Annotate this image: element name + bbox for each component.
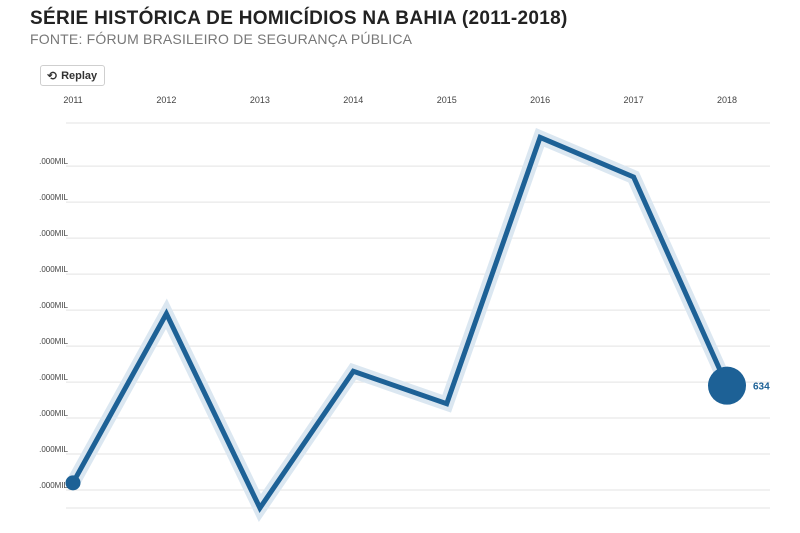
x-tick-label: 2013 — [250, 95, 270, 105]
replay-button[interactable]: ⟲ Replay — [40, 65, 106, 86]
data-point — [164, 312, 168, 316]
x-axis-ticks: 2011 2012 2013 2014 2015 2016 2017 2018 — [63, 95, 737, 105]
end-value-label: 634 — [753, 382, 770, 393]
x-tick-label: 2016 — [530, 95, 550, 105]
end-point-bubble — [708, 366, 746, 405]
y-axis-ticks: .000MIL .000MIL .000MIL .000MIL .000MIL .000M… — [39, 157, 68, 490]
x-tick-label: 2015 — [437, 95, 457, 105]
y-tick-label: .000MIL — [39, 481, 68, 490]
y-tick-label: .000MIL — [39, 373, 68, 382]
grid-lines — [66, 122, 770, 509]
data-point — [258, 506, 262, 510]
data-point — [632, 175, 636, 179]
x-tick-label: 2011 — [63, 95, 82, 105]
y-tick-label: .000MIL — [39, 301, 68, 310]
y-tick-label: .000MIL — [39, 445, 68, 454]
y-tick-label: .000MIL — [39, 157, 68, 166]
x-tick-label: 2017 — [624, 95, 644, 105]
replay-icon: ⟲ — [47, 68, 58, 83]
data-point — [445, 402, 449, 406]
data-point — [71, 481, 75, 485]
chart-subtitle: FONTE: FÓRUM BRASILEIRO DE SEGURANÇA PÚB… — [30, 31, 413, 47]
x-tick-label: 2018 — [717, 95, 737, 105]
y-tick-label: .000MIL — [39, 265, 68, 274]
x-tick-label: 2012 — [156, 95, 176, 105]
start-point — [65, 475, 81, 491]
x-tick-label: 2014 — [343, 95, 363, 105]
y-tick-label: .000MIL — [39, 193, 68, 202]
data-point — [351, 369, 355, 373]
replay-label: Replay — [61, 69, 98, 82]
data-point — [538, 135, 542, 139]
series-line — [70, 134, 730, 513]
y-tick-label: .000MIL — [39, 229, 68, 238]
chart-title: SÉRIE HISTÓRICA DE HOMICÍDIOS NA BAHIA (… — [30, 8, 568, 29]
y-tick-label: .000MIL — [39, 409, 68, 418]
series-homicidios: 634 — [65, 128, 770, 522]
y-tick-label: .000MIL — [39, 337, 68, 346]
